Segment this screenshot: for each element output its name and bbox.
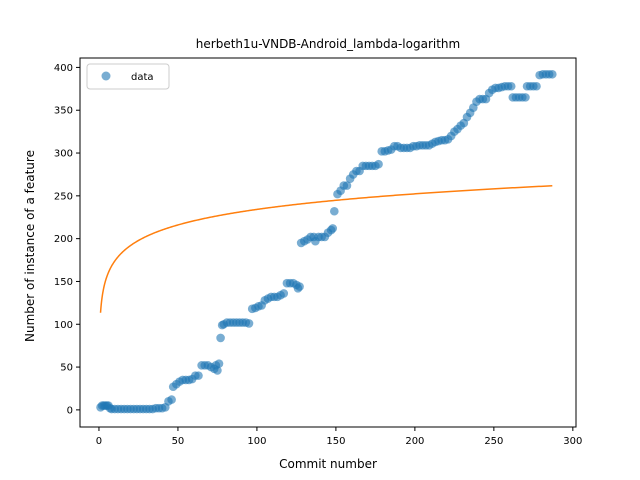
data-point-65 [279,289,289,298]
y-tick-label-400: 400 [54,63,73,74]
data-point-42 [213,366,222,375]
axis-ticks: 0 50 100 150 200 250 300 0 50 100 150 200 250 300 350 4… [54,63,582,447]
data-point-149 [532,81,541,91]
x-tick-label-100: 100 [247,436,266,447]
x-tick-label-300: 300 [563,436,582,447]
y-tick-label-350: 350 [54,106,73,117]
y-tick-label-50: 50 [60,363,73,374]
chart-title: herbeth1u-VNDB-Android_lambda-logarithm [196,37,460,51]
x-tick-label-50: 50 [172,436,185,447]
plot-frame [79,57,577,428]
y-tick-label-200: 200 [54,234,73,245]
legend: data [86,63,170,90]
data-point-54 [244,319,254,328]
x-tick-label-150: 150 [326,436,345,447]
data-point-145 [521,93,530,102]
data-point-43 [214,359,224,368]
legend-label-data: data [131,72,154,83]
data-point-154 [548,69,557,79]
x-tick-label-0: 0 [96,436,102,447]
y-tick-label-150: 150 [54,277,73,288]
data-point-84 [330,206,339,216]
x-axis-label: Commit number [279,457,377,471]
legend-marker-data [101,71,111,81]
data-point-140 [506,81,516,91]
y-tick-label-250: 250 [54,191,73,202]
data-point-71 [295,282,304,291]
y-tick-label-300: 300 [54,149,73,160]
data-point-88 [342,181,352,190]
data-point-44 [216,333,225,343]
x-tick-label-200: 200 [405,436,424,447]
y-tick-label-0: 0 [67,405,73,416]
data-point-35 [194,371,203,380]
plot-area [96,69,557,414]
y-tick-label-100: 100 [54,320,73,331]
fit-line [99,185,553,313]
legend-box [86,63,170,90]
y-axis-label: Number of instance of a feature [23,150,37,342]
x-tick-label-250: 250 [484,436,503,447]
data-point-98 [374,159,383,169]
data-point-83 [328,224,338,233]
data-point-26 [167,395,176,404]
